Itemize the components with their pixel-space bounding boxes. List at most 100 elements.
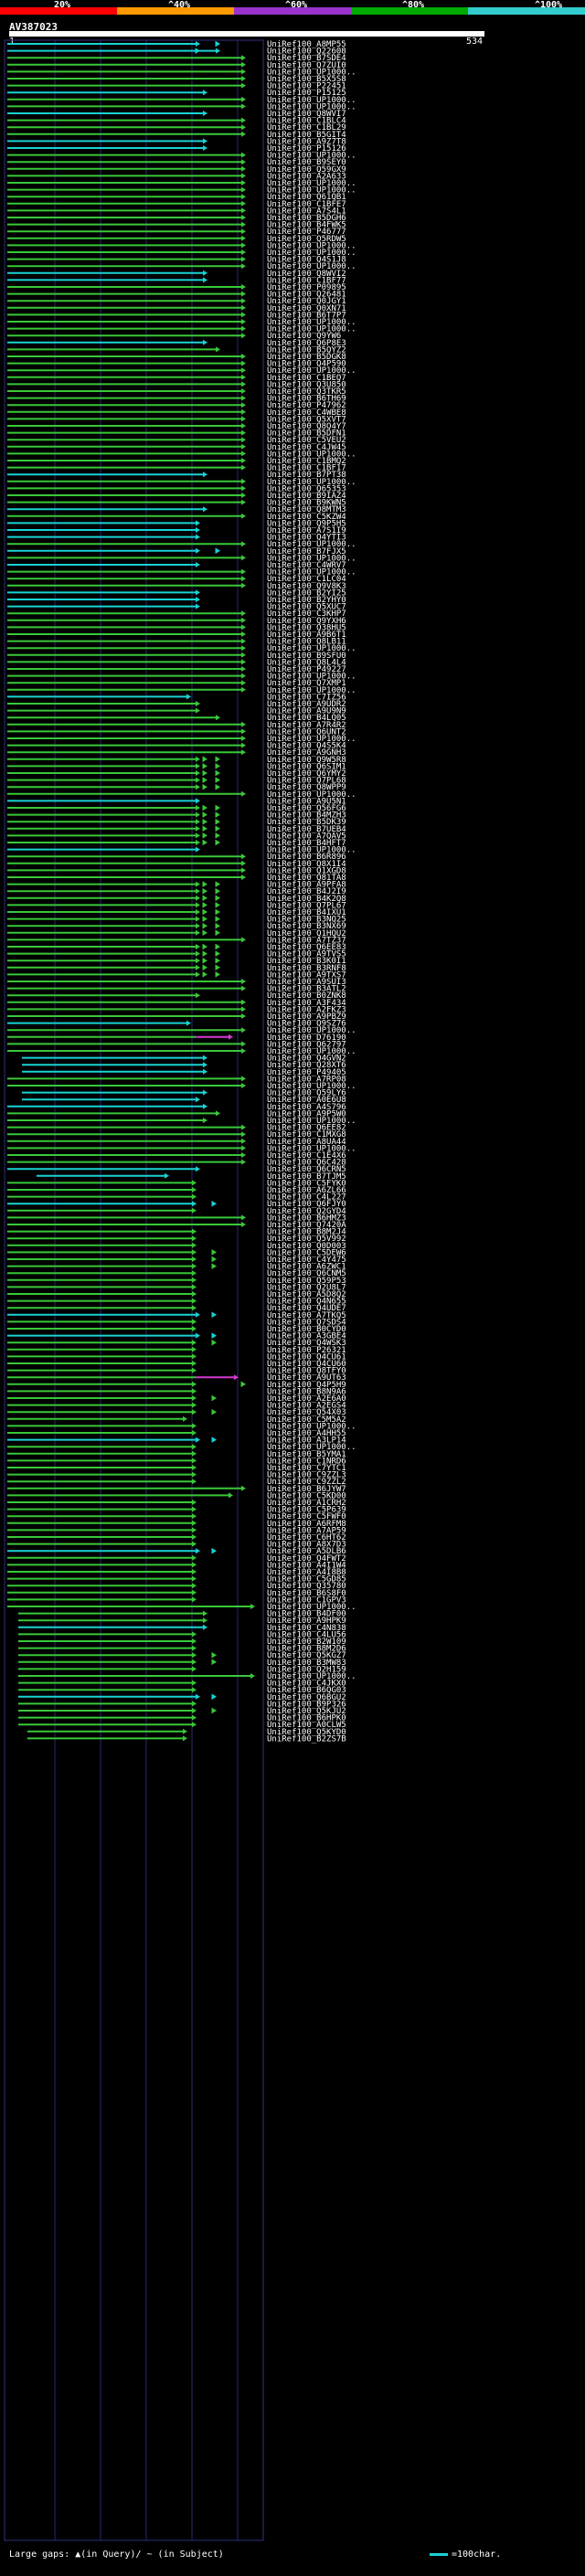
hit-row[interactable]: UniRef100_B2ZS7B bbox=[27, 1734, 346, 1744]
hit-row[interactable]: UniRef100_A6ZWC1 bbox=[7, 1263, 346, 1272]
hit-row[interactable]: UniRef100_B9IAZ4 bbox=[7, 492, 346, 501]
hit-row[interactable]: UniRef100_Q4S1J8 bbox=[7, 256, 346, 265]
hit-row[interactable]: UniRef100_UP1000.. bbox=[7, 241, 356, 250]
hit-row[interactable]: UniRef100_UP1000.. bbox=[7, 262, 356, 271]
hit-row[interactable]: UniRef100_B5DGH6 bbox=[7, 214, 346, 223]
hit-row[interactable]: UniRef100_Q6EE83 bbox=[7, 943, 346, 952]
hit-row[interactable]: UniRef100_C1MXG8 bbox=[7, 1130, 346, 1140]
hit-row[interactable]: UniRef100_B7FJX5 bbox=[7, 547, 346, 557]
hit-row[interactable]: UniRef100_Q6YMY2 bbox=[7, 769, 346, 779]
hit-row[interactable]: UniRef100_B4IXU1 bbox=[7, 908, 346, 917]
hit-row[interactable]: UniRef100_B8M2J4 bbox=[7, 1228, 346, 1237]
hit-row[interactable]: UniRef100_UP1000.. bbox=[7, 102, 356, 111]
hit-row[interactable]: UniRef100_A9GNH3 bbox=[7, 748, 346, 758]
hit-row[interactable]: UniRef100_B6HPK0 bbox=[18, 1714, 346, 1723]
hit-row[interactable]: UniRef100_B5DGK8 bbox=[7, 353, 346, 362]
hit-row[interactable]: UniRef100_Q59GX9 bbox=[7, 165, 346, 175]
hit-row[interactable]: UniRef100_Q9V8K3 bbox=[7, 582, 346, 591]
hit-row[interactable]: UniRef100_B3NX69 bbox=[7, 922, 346, 931]
hit-row[interactable]: UniRef100_B5DFN1 bbox=[7, 429, 346, 439]
hit-row[interactable]: UniRef100_Q0D003 bbox=[7, 1242, 346, 1251]
hit-row[interactable]: UniRef100_P46777 bbox=[7, 228, 346, 237]
hit-row[interactable]: UniRef100_B7UEB4 bbox=[7, 825, 346, 834]
hit-row[interactable]: UniRef100_A3LP14 bbox=[7, 1436, 346, 1446]
hit-row[interactable]: UniRef100_P49405 bbox=[22, 1068, 346, 1077]
hit-row[interactable]: UniRef100_B0ZNK8 bbox=[7, 991, 346, 1001]
hit-row[interactable]: UniRef100_A4S796 bbox=[7, 1103, 346, 1112]
hit-row[interactable]: UniRef100_Q4UDE7 bbox=[7, 1304, 346, 1313]
hit-row[interactable]: UniRef100_B4HFT7 bbox=[7, 839, 346, 848]
hit-row[interactable]: UniRef100_A8UA44 bbox=[7, 1138, 346, 1147]
hit-row[interactable]: UniRef100_Q8X1I4 bbox=[7, 860, 346, 869]
hit-row[interactable]: UniRef100_Q35780 bbox=[7, 1582, 346, 1591]
hit-row[interactable]: UniRef100_A7TKQ5 bbox=[7, 1311, 346, 1320]
hit-row[interactable]: UniRef100_A2EGS4 bbox=[7, 1402, 346, 1411]
hit-row[interactable]: UniRef100_A8MP55 bbox=[7, 40, 346, 49]
hit-row[interactable]: UniRef100_A9PFA8 bbox=[7, 881, 346, 890]
hit-row[interactable]: UniRef100_P49227 bbox=[7, 665, 346, 674]
hit-row[interactable]: UniRef100_A6RFM8 bbox=[7, 1520, 346, 1529]
hit-row[interactable]: UniRef100_Q6CNM5 bbox=[7, 1269, 346, 1278]
hit-row[interactable]: UniRef100_UP1000.. bbox=[7, 644, 356, 653]
hit-row[interactable]: UniRef100_C6HT62 bbox=[7, 1533, 346, 1542]
hit-row[interactable]: UniRef100_UP1000.. bbox=[7, 1082, 356, 1091]
hit-row[interactable]: UniRef100_Q3U850 bbox=[7, 380, 346, 389]
hit-row[interactable]: UniRef100_B8N9A6 bbox=[7, 1387, 346, 1396]
hit-row[interactable]: UniRef100_B2W109 bbox=[18, 1638, 346, 1647]
hit-row[interactable]: UniRef100_B3RNF8 bbox=[7, 964, 346, 973]
hit-row[interactable]: UniRef100_C5P639 bbox=[7, 1506, 346, 1515]
hit-row[interactable]: UniRef100_B5DK39 bbox=[7, 818, 346, 827]
hit-row[interactable]: UniRef100_C5GD85 bbox=[7, 1575, 346, 1585]
hit-row[interactable]: UniRef100_C1BMQ2 bbox=[7, 457, 346, 466]
hit-row[interactable]: UniRef100_C1E4X6 bbox=[7, 1151, 346, 1161]
hit-row[interactable]: UniRef100_C1BL29 bbox=[7, 123, 346, 133]
hit-row[interactable]: UniRef100_C9ZZL3 bbox=[7, 1471, 346, 1480]
hit-row[interactable]: UniRef100_Q2GYD4 bbox=[7, 1207, 346, 1216]
hit-row[interactable]: UniRef100_UP1000.. bbox=[7, 179, 356, 188]
hit-row[interactable]: UniRef100_A9U9N9 bbox=[7, 707, 346, 716]
hit-row[interactable]: UniRef100_C5M5A2 bbox=[7, 1415, 346, 1425]
hit-row[interactable]: UniRef100_Q3TKR5 bbox=[7, 387, 346, 397]
hit-row[interactable]: UniRef100_C5FYK0 bbox=[7, 1179, 346, 1188]
hit-row[interactable]: UniRef100_C4L227 bbox=[7, 1193, 346, 1203]
hit-row[interactable]: UniRef100_UP1000.. bbox=[7, 96, 356, 105]
hit-row[interactable]: UniRef100_C1GPV3 bbox=[7, 1595, 346, 1605]
hit-row[interactable]: UniRef100_P26321 bbox=[7, 1346, 346, 1355]
hit-row[interactable]: UniRef100_Q4WSK3 bbox=[7, 1339, 346, 1348]
hit-row[interactable]: UniRef100_B6JYW7 bbox=[7, 1485, 346, 1494]
hit-row[interactable]: UniRef100_A2E6A0 bbox=[7, 1394, 346, 1404]
hit-row[interactable]: UniRef100_C4WRV7 bbox=[7, 561, 346, 570]
hit-row[interactable]: UniRef100_Q65353 bbox=[7, 484, 346, 493]
hit-row[interactable]: UniRef100_Q5KJU2 bbox=[18, 1707, 346, 1716]
hit-row[interactable]: UniRef100_UP1000.. bbox=[7, 318, 356, 327]
hit-row[interactable]: UniRef100_B7PT38 bbox=[7, 471, 346, 480]
hit-row[interactable]: UniRef100_B7SDE4 bbox=[7, 54, 346, 63]
hit-row[interactable]: UniRef100_B6QG03 bbox=[18, 1686, 346, 1695]
hit-row[interactable]: UniRef100_Q38HU5 bbox=[7, 623, 346, 632]
hit-row[interactable]: UniRef100_B6HMZ3 bbox=[7, 1214, 346, 1223]
hit-row[interactable]: UniRef100_Q7PL68 bbox=[7, 777, 346, 786]
hit-row[interactable]: UniRef100_Q6FJY0 bbox=[7, 1200, 346, 1209]
hit-row[interactable]: UniRef100_A3F434 bbox=[7, 999, 346, 1008]
hit-row[interactable]: UniRef100_B8M2D6 bbox=[18, 1645, 346, 1654]
hit-row[interactable]: UniRef100_UP1000.. bbox=[7, 1443, 356, 1452]
hit-row[interactable]: UniRef100_C4LU56 bbox=[18, 1630, 346, 1639]
hit-row[interactable]: UniRef100_UP1000.. bbox=[7, 450, 356, 459]
hit-row[interactable]: UniRef100_A9P5W0 bbox=[7, 1109, 346, 1118]
hit-row[interactable]: UniRef100_C1NRD6 bbox=[7, 1457, 346, 1466]
hit-row[interactable]: UniRef100_B4J2I9 bbox=[7, 887, 346, 896]
hit-row[interactable]: UniRef100_Q1HQU2 bbox=[7, 929, 346, 938]
hit-row[interactable]: UniRef100_B9SFU0 bbox=[7, 652, 346, 661]
hit-row[interactable]: UniRef100_Q4FWT2 bbox=[7, 1554, 346, 1564]
hit-row[interactable]: UniRef100_B9KWN5 bbox=[7, 499, 346, 508]
hit-row[interactable]: UniRef100_Q4GVN2 bbox=[22, 1055, 346, 1064]
hit-row[interactable]: UniRef100_B9P326 bbox=[18, 1700, 346, 1709]
hit-row[interactable]: UniRef100_A5DLB6 bbox=[7, 1547, 346, 1556]
hit-row[interactable]: UniRef100_A6ZL66 bbox=[7, 1186, 346, 1195]
hit-row[interactable]: UniRef100_D76190 bbox=[7, 1034, 346, 1043]
hit-row[interactable]: UniRef100_UP1000.. bbox=[7, 152, 356, 161]
hit-row[interactable]: UniRef100_Q8TFY0 bbox=[7, 1367, 346, 1376]
hit-row[interactable]: UniRef100_C4JW45 bbox=[7, 443, 346, 452]
hit-row[interactable]: UniRef100_UP1000.. bbox=[7, 554, 356, 563]
hit-row[interactable]: UniRef100_A8X7D3 bbox=[7, 1541, 346, 1550]
